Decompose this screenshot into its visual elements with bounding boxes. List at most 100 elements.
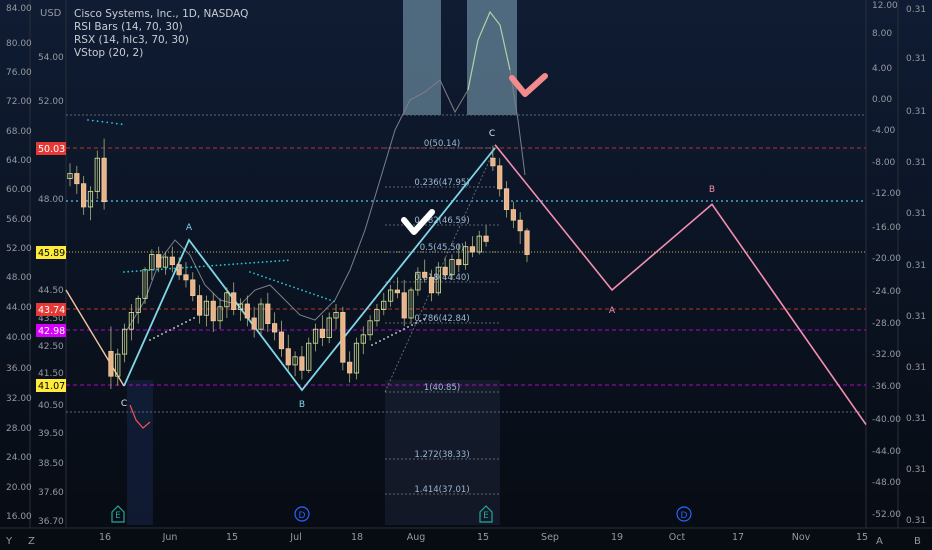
- candle-body: [128, 311, 134, 330]
- vstop-dot: [87, 119, 89, 121]
- right-axis-tick-label: -52.00: [872, 510, 901, 520]
- symbol-title[interactable]: Cisco Systems, Inc., 1D, NASDAQ: [74, 8, 249, 20]
- projection-zigzag-line: [494, 144, 867, 426]
- candle-body: [326, 317, 332, 339]
- fib-level-label: 1.414(37.01): [414, 485, 469, 495]
- vstop-dot: [411, 324, 413, 326]
- candle-body: [306, 342, 312, 371]
- vstop-dot: [317, 294, 319, 297]
- candle-body: [381, 300, 387, 311]
- vstop-dot: [169, 267, 172, 270]
- right-axis-tick-label: -24.00: [872, 287, 901, 297]
- pattern-lead-in: [65, 289, 125, 387]
- time-axis-tick-label: 19: [611, 532, 623, 543]
- event-marker-label: E: [115, 511, 121, 521]
- indicator-rsi-bars[interactable]: RSI Bars (14, 70, 30): [74, 21, 183, 33]
- indicator-vstop[interactable]: VStop (20, 2): [74, 47, 144, 59]
- indicator-rsx[interactable]: RSX (14, hlc3, 70, 30): [74, 34, 189, 46]
- vstop-dot: [383, 338, 385, 340]
- vstop-dot: [281, 282, 283, 285]
- candle-body: [408, 289, 414, 319]
- price-badge-label: 45.89: [38, 248, 65, 259]
- right-axis-tick-label: -4.00: [872, 126, 896, 136]
- vstop-dot: [265, 260, 268, 263]
- pattern-point-label: B: [709, 185, 715, 195]
- vstop-dot: [185, 321, 187, 323]
- time-axis-tick-label: Jul: [289, 532, 301, 543]
- candle-body: [299, 356, 305, 371]
- price-badge-label: 50.03: [38, 144, 65, 155]
- price-badge: [36, 303, 66, 316]
- candle-body: [278, 331, 285, 350]
- time-axis-tick-label: Aug: [407, 532, 426, 543]
- vstop-dot: [244, 262, 247, 265]
- left-outer-tick-label: 72.00: [6, 97, 32, 107]
- candle-body: [265, 303, 271, 325]
- candle-body: [319, 328, 325, 339]
- candle-body: [422, 271, 428, 278]
- vstop-dot: [282, 259, 285, 262]
- fib-level-label: 0.5(45.50): [420, 243, 464, 253]
- candle-body: [435, 266, 441, 294]
- left-outer-tick-label: 24.00: [6, 453, 32, 463]
- vstop-dot: [236, 263, 239, 265]
- vstop-dot: [379, 340, 381, 342]
- left-inner-tick-label: 48.00: [38, 195, 64, 205]
- candle-body: [463, 246, 469, 266]
- shade-zone-1: [127, 380, 153, 525]
- candle-body: [74, 173, 80, 185]
- candle-body: [524, 230, 530, 255]
- event-marker-label: D: [299, 511, 306, 521]
- left-outer-tick-label: 64.00: [6, 156, 32, 166]
- vstop-dot: [228, 263, 230, 266]
- vstop-dot: [289, 285, 291, 287]
- candle-body: [149, 254, 155, 271]
- vstop-dot: [285, 283, 287, 286]
- left-inner-tick-label: 52.00: [38, 97, 64, 107]
- vstop-dot: [131, 270, 134, 273]
- vstop-dot: [277, 280, 279, 283]
- candle-body: [67, 173, 73, 179]
- time-axis-tick-label: 16: [99, 532, 111, 543]
- far-right-tick-label: 0.31: [906, 414, 926, 424]
- vstop-dot: [297, 287, 299, 290]
- auto-scale-button[interactable]: A: [876, 536, 883, 547]
- shade-zone-2: [385, 380, 500, 525]
- vstop-dot: [101, 120, 104, 123]
- right-axis-tick-label: -36.00: [872, 382, 901, 392]
- currency-label: USD: [40, 8, 62, 19]
- corner-b[interactable]: B: [914, 536, 921, 547]
- candle-body: [497, 165, 503, 190]
- vstop-dot: [321, 296, 323, 299]
- corner-y[interactable]: Y: [6, 536, 13, 547]
- candle-body: [292, 356, 298, 366]
- candle-body: [503, 188, 510, 211]
- left-outer-tick-label: 36.00: [6, 364, 32, 374]
- candle-body: [121, 328, 128, 355]
- time-axis-tick-label: 15: [856, 532, 868, 543]
- time-axis-tick-label: 15: [477, 532, 489, 543]
- candle-body: [162, 256, 169, 268]
- fib-trend-line: [384, 147, 496, 393]
- vstop-dot: [375, 342, 377, 344]
- candle-body: [449, 259, 455, 276]
- candle-body: [401, 292, 407, 319]
- candle-body: [224, 292, 230, 308]
- vstop-dot: [273, 279, 275, 282]
- corner-z[interactable]: Z: [28, 536, 35, 547]
- candle-body: [217, 306, 223, 322]
- candle-body: [510, 209, 516, 221]
- vstop-dot: [265, 276, 267, 279]
- vstop-dot: [207, 265, 209, 267]
- right-axis-tick-label: -40.00: [872, 415, 901, 425]
- dividend-marker-icon: [294, 506, 310, 522]
- fib-level-label: 1.272(38.33): [414, 450, 469, 460]
- vstop-dot: [274, 260, 277, 263]
- left-inner-tick-label: 54.00: [38, 53, 64, 63]
- fib-level-label: 1(40.85): [424, 383, 460, 393]
- far-right-tick-label: 0.31: [906, 209, 926, 219]
- candle-body: [108, 350, 114, 377]
- candle-body: [394, 289, 401, 294]
- vstop-dot: [325, 297, 327, 300]
